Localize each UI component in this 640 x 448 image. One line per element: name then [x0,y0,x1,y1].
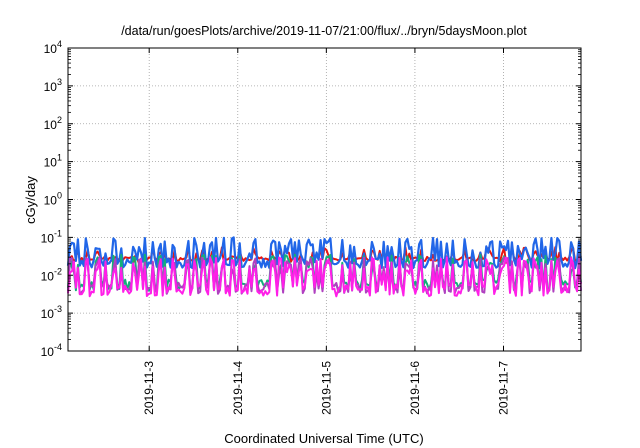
grid [68,48,581,351]
y-tick-label: 103 [44,77,62,94]
x-tick-label: 2019-11-7 [496,361,510,415]
x-axis-label: Coordinated Universal Time (UTC) [224,431,423,446]
series-line [66,236,583,270]
y-tick-label: 10-1 [41,228,62,245]
y-tick-label: 104 [44,39,62,56]
x-tick-label: 2019-11-3 [142,361,156,415]
x-tick-label: 2019-11-5 [319,361,333,415]
y-tick-label: 10-4 [41,342,62,359]
x-tick-label: 2019-11-4 [231,361,245,415]
series-line [67,256,582,298]
plot-frame [67,47,582,352]
y-axis: 10-4 10-3 10-2 10-1 100 101 102 103 104 [41,39,581,359]
y-tick-label: 102 [44,115,62,132]
y-tick-label: 10-3 [41,304,62,321]
x-tick-label: 2019-11-6 [408,361,422,415]
y-axis-label: cGy/day [23,176,38,224]
chart-title: /data/run/goesPlots/archive/2019-11-07/2… [121,24,527,38]
y-tick-label: 100 [44,191,62,208]
y-tick-label: 10-2 [41,266,62,283]
series-layer [66,236,583,298]
x-axis: 2019-11-3 2019-11-4 2019-11-5 2019-11-6 2019… [142,48,510,415]
y-tick-label: 101 [44,153,62,170]
